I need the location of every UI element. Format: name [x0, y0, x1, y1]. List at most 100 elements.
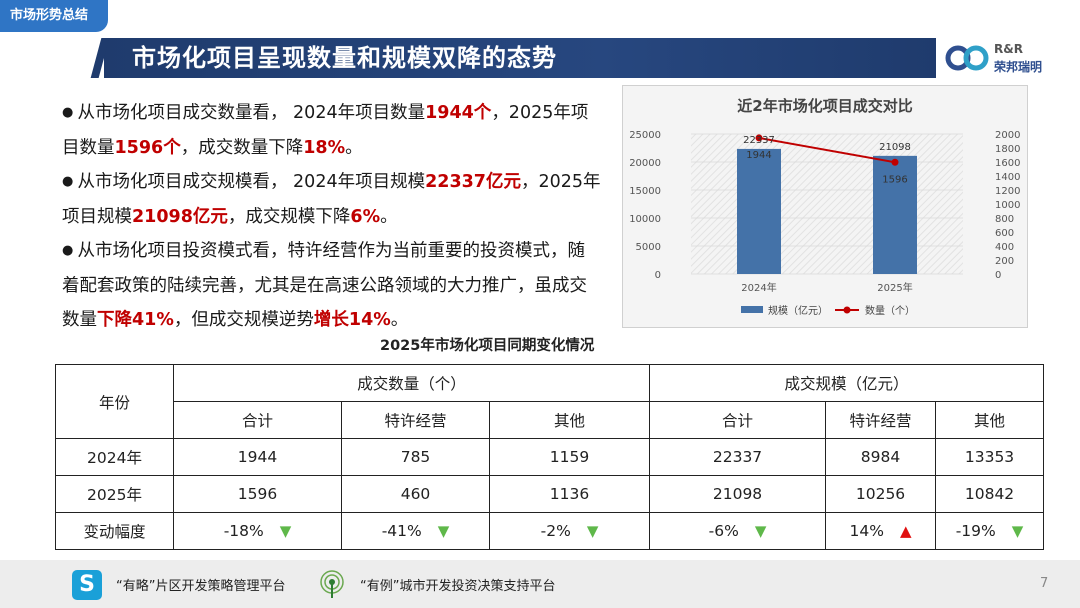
- bullet-dot-icon: ●: [62, 243, 78, 258]
- subheader-cell: 其他: [488, 401, 651, 439]
- change-row: 变动幅度 -18% ▼ -41% ▼ -2% ▼ -6% ▼ 14% ▲ -19% ▼: [55, 512, 1045, 550]
- logo-text-en: R&R: [994, 42, 1023, 56]
- y-right-tick-label: 2000: [995, 130, 1020, 141]
- page-number: 7: [1040, 576, 1049, 591]
- change-cell: -41% ▼: [341, 512, 490, 550]
- table-cell: 1944: [173, 438, 342, 476]
- table-cell: 10842: [935, 475, 1045, 513]
- logo-text-cn: 荣邦瑞明: [994, 60, 1043, 74]
- highlight-text: 下降41%: [97, 310, 174, 330]
- table-cell: 460: [341, 475, 490, 513]
- change-cell: -6% ▼: [649, 512, 827, 550]
- logo-mark-icon: [945, 45, 989, 71]
- y-right-tick-label: 0: [995, 270, 1001, 281]
- bullet-text: ，2025年项目数量: [62, 103, 589, 158]
- bullet-text: 。: [345, 137, 363, 158]
- y-left-tick-label: 15000: [629, 186, 661, 197]
- y-left-tick-label: 25000: [629, 130, 661, 141]
- plot-area: [691, 134, 963, 274]
- y-right-tick-label: 200: [995, 256, 1014, 267]
- arrow-down-icon: ▼: [1011, 522, 1024, 540]
- footer-platform-2: “有例”城市开发投资决策支持平台: [360, 579, 556, 594]
- arrow-down-icon: ▼: [437, 522, 450, 540]
- table-cell: 785: [341, 438, 490, 476]
- x-tick-label: 2025年: [877, 281, 912, 294]
- change-cell: -2% ▼: [488, 512, 651, 550]
- arrow-down-icon: ▼: [754, 522, 767, 540]
- subheader-cell: 特许经营: [825, 401, 937, 439]
- change-cell: 14% ▲: [825, 512, 937, 550]
- highlight-text: 18%: [303, 137, 346, 158]
- y-right-tick-label: 1600: [995, 158, 1020, 169]
- bullet-item: ● 从市场化项目成交数量看， 2024年项目数量1944个，2025年项目数量1…: [62, 96, 602, 165]
- comparison-table: 年份 成交数量（个） 成交规模（亿元） 合计 特许经营 其他 合计 特许经营 其…: [55, 364, 1045, 550]
- bullet-dot-icon: ●: [62, 174, 78, 189]
- line-count: [758, 136, 896, 164]
- chart-title: 近2年市场化项目成交对比: [737, 97, 912, 115]
- bullet-item: ● 从市场化项目投资模式看，特许经营作为当前重要的投资模式，随着配套政策的陆续完…: [62, 234, 602, 338]
- subheader-cell: 合计: [173, 401, 342, 439]
- table-row: 2025年 1596 460 1136 21098 10256 10842: [55, 475, 1045, 513]
- table-row: 2024年 1944 785 1159 22337 8984 13353: [55, 438, 1045, 476]
- highlight-text: 22337亿元: [425, 172, 521, 192]
- bar-data-label: 22337: [743, 135, 775, 146]
- highlight-text: 6%: [350, 206, 381, 227]
- change-value: -6%: [708, 522, 739, 540]
- bar-data-label: 21098: [879, 142, 911, 153]
- change-value: -41%: [381, 522, 422, 540]
- subheader-cell: 合计: [649, 401, 827, 439]
- y-right-tick-label: 1800: [995, 144, 1020, 155]
- bullet-text: 。: [380, 206, 398, 227]
- legend-bar-swatch: [741, 306, 763, 313]
- bullet-text: 从市场化项目成交规模看， 2024年项目规模: [77, 172, 426, 192]
- company-logo: R&R 荣邦瑞明: [944, 40, 1074, 76]
- y-left-tick-label: 0: [655, 270, 661, 281]
- change-cell: -19% ▼: [935, 512, 1045, 550]
- change-value: -2%: [540, 522, 571, 540]
- table-title: 2025年市场化项目同期变化情况: [380, 338, 595, 354]
- header-year: 年份: [55, 364, 174, 439]
- bullet-item: ● 从市场化项目成交规模看， 2024年项目规模22337亿元，2025年项目规…: [62, 165, 602, 234]
- arrow-down-icon: ▼: [279, 522, 292, 540]
- y-left-tick-label: 10000: [629, 214, 661, 225]
- highlight-text: 增长14%: [313, 310, 391, 330]
- header-group-scale: 成交规模（亿元）: [649, 364, 1045, 402]
- platform-s-icon: S: [72, 570, 102, 600]
- bar-scale: [737, 148, 781, 274]
- footer-platform-1: “有略”片区开发策略管理平台: [116, 579, 286, 594]
- legend-line-marker: [843, 306, 851, 314]
- y-right-tick-label: 800: [995, 214, 1014, 225]
- table-cell: 8984: [825, 438, 937, 476]
- legend-bar-label: 规模（亿元）: [768, 304, 828, 317]
- table-cell: 10256: [825, 475, 937, 513]
- y-right-tick-label: 400: [995, 242, 1014, 253]
- header-group-count: 成交数量（个）: [172, 364, 651, 402]
- line-point: [891, 158, 899, 166]
- line-data-label: 1944: [746, 150, 771, 161]
- y-right-tick-label: 1200: [995, 186, 1020, 197]
- arrow-up-icon: ▲: [899, 522, 912, 540]
- change-cell: -18% ▼: [173, 512, 342, 550]
- chart-panel: 近2年市场化项目成交对比 0 5000 10000 15000 20000 25000 0 20…: [622, 85, 1028, 328]
- bar-scale: [873, 155, 917, 274]
- arrow-down-icon: ▼: [586, 522, 599, 540]
- change-value: 14%: [849, 522, 884, 540]
- y-left-tick-label: 5000: [636, 242, 661, 253]
- row-label: 2025年: [55, 475, 174, 513]
- highlight-text: 1596个: [114, 137, 181, 158]
- x-tick-label: 2024年: [741, 281, 776, 294]
- y-right-tick-label: 600: [995, 228, 1014, 239]
- line-point: [755, 134, 763, 142]
- line-data-label: 1596: [882, 174, 907, 185]
- change-value: -19%: [955, 522, 996, 540]
- table-cell: 22337: [649, 438, 827, 476]
- change-value: -18%: [223, 522, 264, 540]
- bullet-text: ，成交数量下降: [180, 137, 304, 158]
- bullet-text: ，但成交规模逆势: [173, 310, 314, 330]
- table-cell: 1136: [488, 475, 651, 513]
- table-subheader-row: 合计 特许经营 其他 合计 特许经营 其他: [56, 401, 1045, 439]
- table-header-row: 年份 成交数量（个） 成交规模（亿元）: [55, 364, 1045, 439]
- combo-chart: 近2年市场化项目成交对比 0 5000 10000 15000 20000 25000 0 20…: [629, 97, 1020, 317]
- y-left-tick-label: 20000: [629, 158, 661, 169]
- table-cell: 13353: [935, 438, 1045, 476]
